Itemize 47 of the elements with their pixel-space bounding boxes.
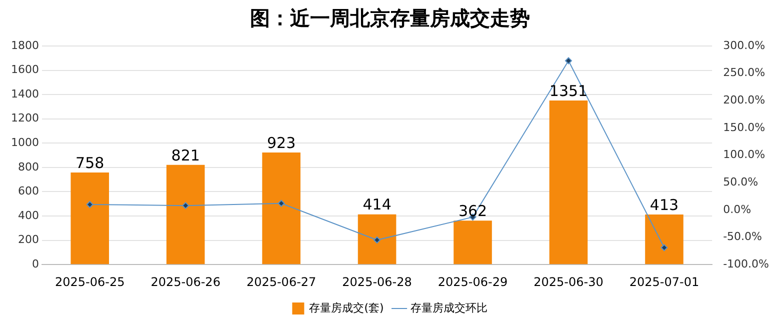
bar: [645, 214, 684, 264]
x-tick-label: 2025-06-27: [246, 274, 316, 289]
point: [374, 236, 381, 244]
y2-tick-label: 100.0%: [723, 148, 766, 162]
y-tick-label: 1800: [10, 38, 39, 52]
x-tick-label: 2025-06-25: [54, 274, 125, 289]
chart-title: 图：近一周北京存量房成交走势: [250, 6, 530, 30]
bar: [358, 214, 396, 264]
y2-tick-label: 300.0%: [723, 38, 766, 52]
point: [278, 200, 285, 207]
legend-label: 存量房成交(套): [309, 301, 384, 314]
y-tick-label: 200: [18, 233, 39, 246]
bar: [70, 172, 110, 264]
bar: [454, 220, 492, 264]
data-label: 758: [76, 154, 104, 172]
y2-tick-label: 50.0%: [723, 175, 758, 188]
bar: [262, 152, 300, 264]
y-tick-label: 0: [32, 257, 39, 270]
y-tick-label: 1400: [10, 87, 39, 100]
point: [660, 244, 668, 252]
y-tick-label: 1600: [10, 63, 39, 76]
data-label: 413: [650, 196, 679, 214]
data-label: 821: [171, 146, 200, 164]
bar: [166, 164, 205, 264]
y2-tick-label: 250.0%: [723, 66, 766, 80]
bar: [549, 100, 588, 264]
point: [182, 202, 190, 210]
data-label: 923: [266, 134, 296, 152]
x-tick-label: 2025-06-26: [150, 274, 220, 289]
y2-tick-label: -50.0%: [723, 230, 762, 244]
y2-tick-label: 150.0%: [723, 120, 766, 134]
y2-tick-label: 0.0%: [723, 202, 752, 216]
y-tick-label: 1000: [10, 136, 39, 150]
y-tick-label: 400: [18, 208, 39, 222]
y-tick-label: 1200: [10, 112, 39, 125]
y2-tick-label: 200.0%: [723, 94, 766, 107]
y-tick-label: 600: [18, 184, 39, 198]
x-tick-label: 2025-07-01: [629, 274, 700, 289]
point: [564, 57, 572, 64]
point: [86, 200, 94, 208]
x-tick-label: 2025-06-29: [438, 274, 508, 289]
x-tick-label: 2025-06-28: [342, 274, 412, 289]
x-tick-label: 2025-06-30: [534, 274, 604, 289]
data-label: 414: [362, 196, 392, 214]
y2-tick-label: -100.0%: [723, 257, 770, 270]
y-tick-label: 800: [18, 160, 39, 174]
legend-label: 存量房成交环比: [410, 301, 488, 314]
